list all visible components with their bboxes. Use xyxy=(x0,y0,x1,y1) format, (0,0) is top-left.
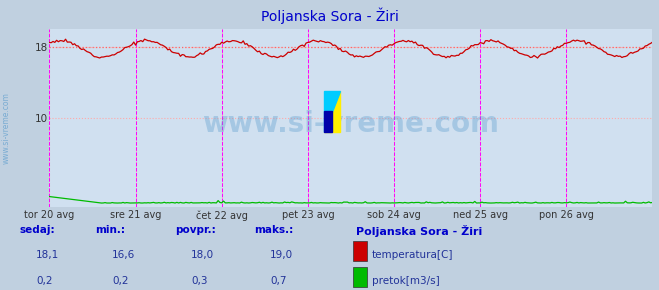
Text: povpr.:: povpr.: xyxy=(175,225,215,235)
Text: sedaj:: sedaj: xyxy=(20,225,55,235)
Bar xyxy=(324,111,332,132)
Text: min.:: min.: xyxy=(96,225,126,235)
Text: 0,2: 0,2 xyxy=(112,276,129,286)
Text: pretok[m3/s]: pretok[m3/s] xyxy=(372,276,440,286)
Text: www.si-vreme.com: www.si-vreme.com xyxy=(2,92,11,164)
Text: 18,1: 18,1 xyxy=(36,250,59,260)
Bar xyxy=(353,241,367,261)
Text: maks.:: maks.: xyxy=(254,225,293,235)
Text: 0,3: 0,3 xyxy=(191,276,208,286)
Text: 0,7: 0,7 xyxy=(270,276,287,286)
Text: 18,0: 18,0 xyxy=(191,250,214,260)
Text: 0,2: 0,2 xyxy=(36,276,53,286)
Text: 16,6: 16,6 xyxy=(112,250,135,260)
Bar xyxy=(353,267,367,287)
Text: www.si-vreme.com: www.si-vreme.com xyxy=(202,110,500,137)
Text: 19,0: 19,0 xyxy=(270,250,293,260)
Text: Poljanska Sora - Žiri: Poljanska Sora - Žiri xyxy=(260,7,399,24)
Polygon shape xyxy=(324,91,340,132)
Text: temperatura[C]: temperatura[C] xyxy=(372,250,453,260)
Polygon shape xyxy=(324,91,340,132)
Text: Poljanska Sora - Žiri: Poljanska Sora - Žiri xyxy=(356,225,482,237)
